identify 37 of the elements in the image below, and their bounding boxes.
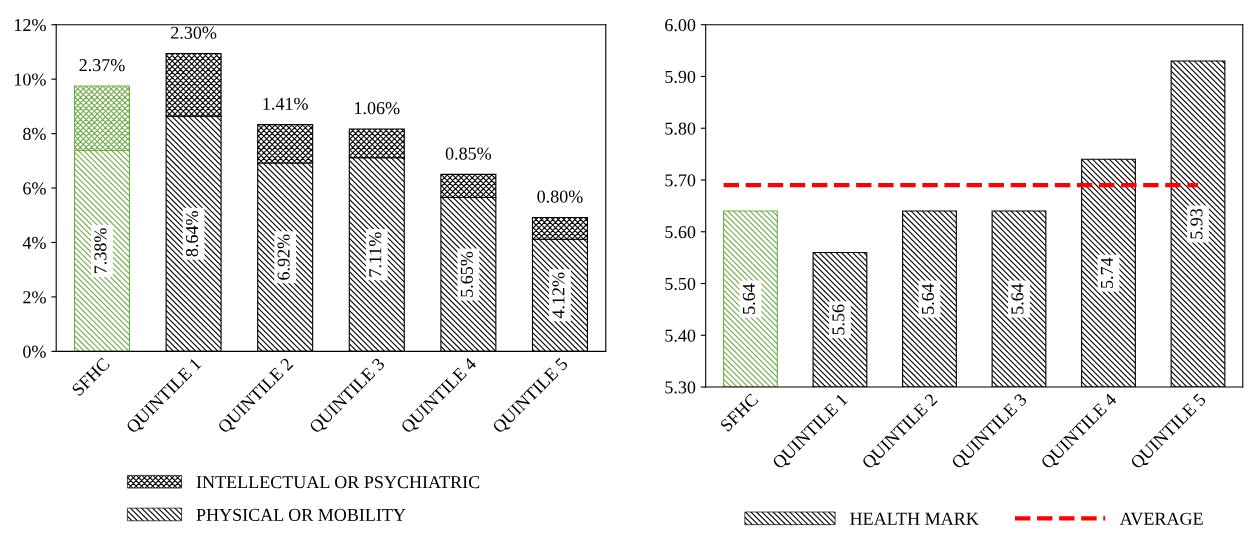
y-tick-label: 4% <box>22 236 46 249</box>
legend-label: PHYSICAL OR MOBILITY <box>196 508 406 521</box>
data-label: 1.41% <box>263 97 308 110</box>
data-label: 7.38% <box>94 228 107 274</box>
y-tick-label: 2% <box>23 291 46 304</box>
legend-label: HEALTH MARK <box>850 512 979 525</box>
legend-label: AVERAGE <box>1119 512 1203 525</box>
y-tick-label: 5.70 <box>665 174 696 187</box>
y-tick-label: 5.30 <box>665 381 696 394</box>
data-label: 5.64 <box>1011 283 1024 314</box>
data-label: 5.65% <box>460 251 473 297</box>
legend-label: INTELLECTUAL OR PSYCHIATRIC <box>196 476 480 489</box>
data-label: 0.80% <box>537 190 583 203</box>
y-tick-label: 5.90 <box>665 70 696 83</box>
data-label: 6.92% <box>277 234 290 280</box>
data-label: 1.06% <box>355 102 400 115</box>
data-label: 5.93 <box>1190 208 1203 239</box>
y-tick-label: 12% <box>14 18 46 32</box>
y-tick-label: 8% <box>23 127 46 141</box>
y-tick-label: 6% <box>23 182 46 195</box>
y-tick-label: 6.00 <box>665 18 696 32</box>
data-label: 7.11% <box>369 232 382 277</box>
data-label: 2.30% <box>171 26 217 39</box>
y-tick-label: 5.60 <box>665 226 696 239</box>
y-tick-label: 10% <box>14 73 46 86</box>
y-tick-label: 5.40 <box>665 329 696 342</box>
y-tick-label: 0% <box>23 345 46 358</box>
data-label: 0.85% <box>445 147 492 160</box>
y-tick-label: 5.80 <box>665 122 696 135</box>
data-label: 2.37% <box>79 58 125 72</box>
data-label: 8.64% <box>185 211 199 257</box>
y-tick-label: 5.50 <box>665 277 696 291</box>
data-label: 5.56 <box>832 304 845 335</box>
data-label: 5.64 <box>921 283 935 314</box>
data-label: 5.74 <box>1100 257 1114 288</box>
data-label: 4.12% <box>552 272 565 319</box>
data-label: 5.64 <box>742 283 756 314</box>
